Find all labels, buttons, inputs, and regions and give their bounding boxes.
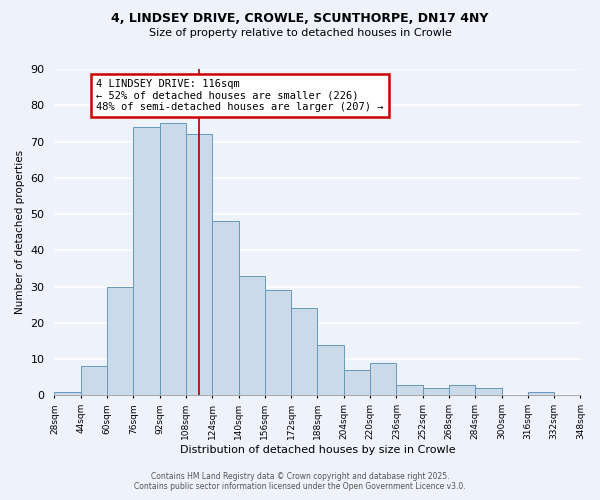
Y-axis label: Number of detached properties: Number of detached properties bbox=[15, 150, 25, 314]
Bar bbox=[317, 344, 344, 396]
Bar bbox=[370, 363, 397, 396]
Bar bbox=[239, 276, 265, 396]
Bar bbox=[397, 384, 422, 396]
Bar bbox=[528, 392, 554, 396]
Bar bbox=[265, 290, 291, 396]
Bar bbox=[212, 222, 239, 396]
X-axis label: Distribution of detached houses by size in Crowle: Distribution of detached houses by size … bbox=[179, 445, 455, 455]
Bar bbox=[186, 134, 212, 396]
Bar bbox=[344, 370, 370, 396]
Text: Size of property relative to detached houses in Crowle: Size of property relative to detached ho… bbox=[149, 28, 451, 38]
Bar bbox=[55, 392, 81, 396]
Bar bbox=[160, 124, 186, 396]
Text: 4, LINDSEY DRIVE, CROWLE, SCUNTHORPE, DN17 4NY: 4, LINDSEY DRIVE, CROWLE, SCUNTHORPE, DN… bbox=[112, 12, 488, 26]
Bar bbox=[81, 366, 107, 396]
Bar bbox=[291, 308, 317, 396]
Bar bbox=[449, 384, 475, 396]
Text: 4 LINDSEY DRIVE: 116sqm
← 52% of detached houses are smaller (226)
48% of semi-d: 4 LINDSEY DRIVE: 116sqm ← 52% of detache… bbox=[97, 79, 384, 112]
Bar bbox=[422, 388, 449, 396]
Bar bbox=[107, 286, 133, 396]
Bar bbox=[475, 388, 502, 396]
Text: Contains HM Land Registry data © Crown copyright and database right 2025.
Contai: Contains HM Land Registry data © Crown c… bbox=[134, 472, 466, 491]
Bar bbox=[133, 127, 160, 396]
